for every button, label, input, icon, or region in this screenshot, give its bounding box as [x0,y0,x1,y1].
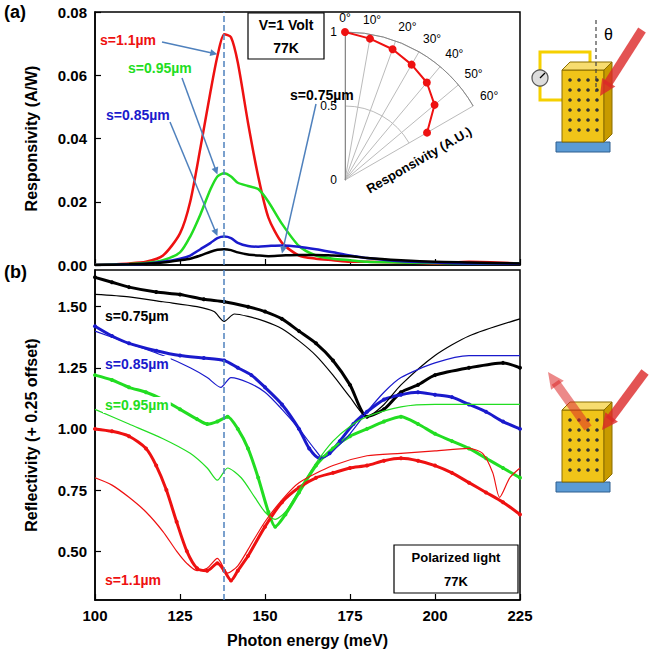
svg-text:0.5: 0.5 [320,99,337,113]
svg-text:θ: θ [604,26,613,43]
svg-text:175: 175 [337,607,362,624]
svg-text:0°: 0° [339,11,351,25]
svg-text:(a): (a) [4,2,26,22]
svg-text:77K: 77K [273,40,299,56]
svg-text:s=1.1µm: s=1.1µm [100,32,156,48]
svg-text:200: 200 [422,607,447,624]
svg-text:1: 1 [330,25,337,39]
svg-text:0.75: 0.75 [58,482,87,499]
svg-text:s=0.75µm: s=0.75µm [105,308,169,324]
svg-text:10°: 10° [363,13,381,27]
svg-text:s=0.85µm: s=0.85µm [105,356,169,372]
svg-text:30°: 30° [423,32,441,46]
svg-text:s=1.1µm: s=1.1µm [105,572,161,588]
svg-text:0.02: 0.02 [58,193,87,210]
svg-text:125: 125 [167,607,192,624]
svg-text:20°: 20° [398,20,416,34]
svg-text:s=0.95µm: s=0.95µm [105,397,169,413]
svg-text:V=1 Volt: V=1 Volt [259,17,314,33]
svg-text:225: 225 [507,607,532,624]
svg-text:60°: 60° [480,89,498,103]
svg-text:1.00: 1.00 [58,420,87,437]
svg-text:0: 0 [330,173,337,187]
svg-text:150: 150 [252,607,277,624]
svg-text:Responsivity (A.U.): Responsivity (A.U.) [364,124,475,197]
svg-text:s=0.85µm: s=0.85µm [106,107,170,123]
svg-text:(b): (b) [4,262,27,282]
svg-text:1.25: 1.25 [58,359,87,376]
svg-text:40°: 40° [445,47,463,61]
svg-text:0.04: 0.04 [58,130,88,147]
svg-text:0.08: 0.08 [58,4,87,21]
svg-text:77K: 77K [444,574,468,589]
svg-text:Polarized light: Polarized light [412,550,502,565]
svg-text:0.00: 0.00 [58,257,87,274]
svg-text:Reflectivity (+ 0.25 offset): Reflectivity (+ 0.25 offset) [23,338,40,531]
svg-text:100: 100 [82,607,107,624]
svg-text:Photon energy (meV): Photon energy (meV) [227,632,388,649]
svg-text:50°: 50° [465,67,483,81]
svg-text:1.50: 1.50 [58,298,87,315]
svg-text:0.06: 0.06 [58,67,87,84]
svg-text:s=0.95µm: s=0.95µm [128,60,192,76]
svg-text:s=0.75µm: s=0.75µm [290,87,354,103]
svg-text:Responsivity (A/W): Responsivity (A/W) [23,66,40,212]
svg-text:0.50: 0.50 [58,543,87,560]
